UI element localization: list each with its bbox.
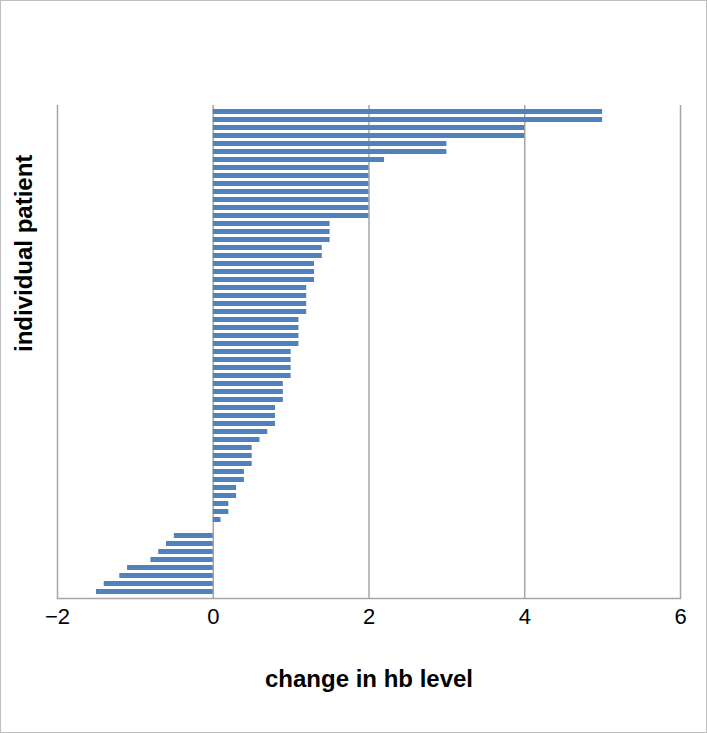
svg-text:0: 0 [207, 604, 219, 629]
svg-text:change in hb level: change in hb level [265, 665, 473, 692]
svg-text:6: 6 [674, 604, 686, 629]
svg-text:2: 2 [363, 604, 375, 629]
svg-text:individual patient: individual patient [10, 155, 37, 352]
svg-text:−2: −2 [45, 604, 70, 629]
svg-text:4: 4 [519, 604, 531, 629]
